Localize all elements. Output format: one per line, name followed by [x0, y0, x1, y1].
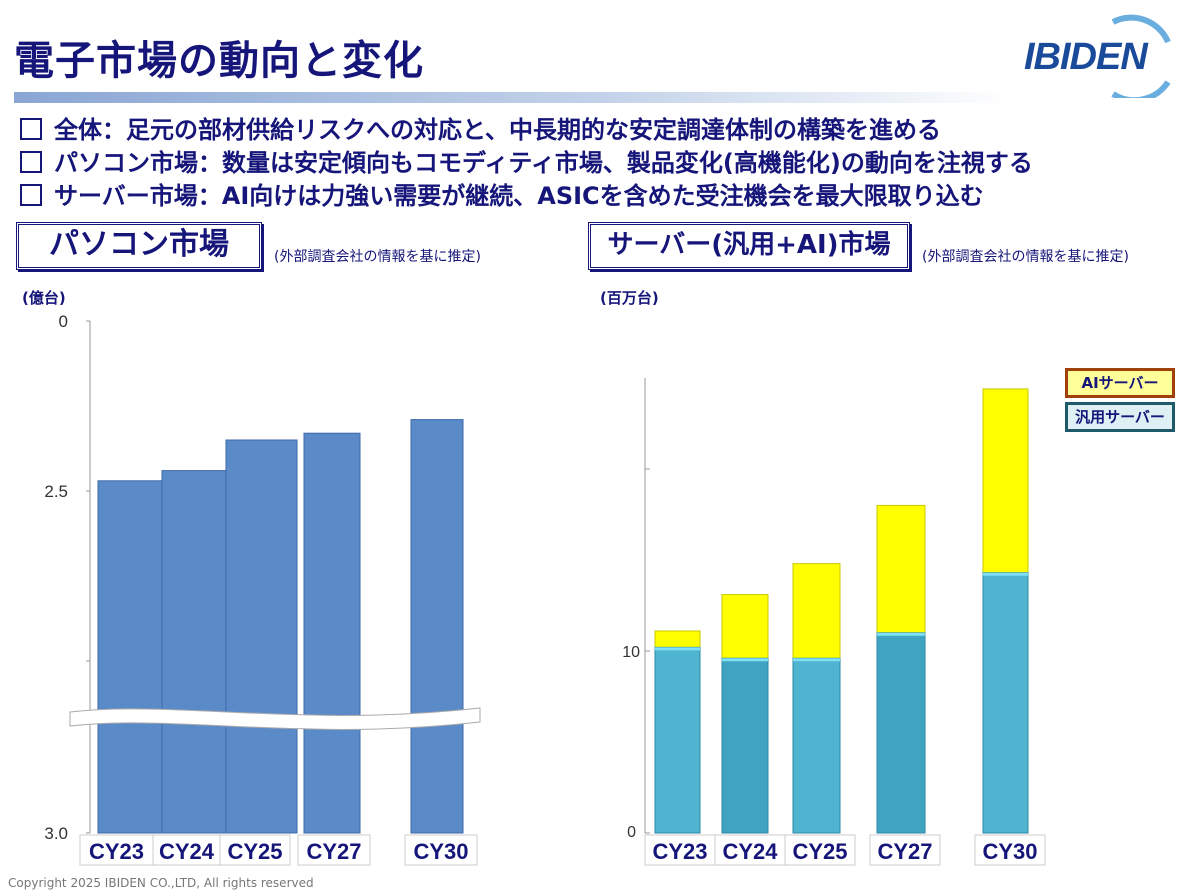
- x-label-box: [644, 834, 716, 866]
- x-label-box: [297, 834, 371, 866]
- x-label-box: [974, 834, 1046, 866]
- bullet-server: サーバー市場：AI向けは力強い需要が継続、ASICを含めた受注機会を最大限取り込…: [20, 176, 984, 211]
- x-label-box: [869, 834, 941, 866]
- y-tick-label: 3.0: [44, 824, 68, 843]
- ai-bar-CY24: [721, 594, 769, 659]
- pc-unit-label: (億台): [22, 289, 66, 307]
- x-tick-label: CY23: [652, 839, 707, 864]
- x-label-box: [79, 834, 154, 866]
- server-unit-label: (百万台): [600, 289, 659, 307]
- x-tick-label: CY25: [227, 839, 282, 864]
- bar-CY24: [161, 470, 233, 834]
- generic-bar-CY30: [982, 572, 1029, 834]
- bullet-overall: 全体：足元の部材供給リスクへの対応と、中長期的な安定調達体制の構築を進める: [20, 110, 941, 145]
- ai-bar-CY25: [792, 563, 841, 659]
- x-tick-label: CY30: [982, 839, 1037, 864]
- copyright: Copyright 2025 IBIDEN CO.,LTD, All right…: [8, 876, 314, 890]
- bar-CY27: [303, 432, 361, 834]
- x-tick-label: CY25: [792, 839, 847, 864]
- x-tick-label: CY24: [722, 839, 778, 864]
- server-section-title: サーバー(汎用+AI)市場: [588, 222, 910, 270]
- generic-bar-CY27: [876, 632, 926, 834]
- checkbox-icon: [20, 118, 42, 140]
- generic-bar-CY25: [792, 657, 841, 834]
- bullet-pc: パソコン市場：数量は安定傾向もコモディティ市場、製品変化(高機能化)の動向を注視…: [20, 143, 1033, 178]
- pc-section-title: パソコン市場: [16, 222, 262, 270]
- x-label-box: [152, 834, 221, 866]
- bar-highlight: [722, 658, 768, 662]
- bar-highlight: [877, 632, 925, 636]
- y-tick-label: 10: [622, 644, 640, 661]
- bar-highlight: [655, 647, 700, 651]
- x-tick-label: CY24: [159, 839, 215, 864]
- x-label-box: [784, 834, 856, 866]
- ai-bar-CY30: [982, 388, 1029, 574]
- legend-ai-server: AIサーバー: [1065, 368, 1175, 398]
- server-source-note: (外部調査会社の情報を基に推定): [922, 249, 1129, 265]
- x-tick-label: CY27: [877, 839, 932, 864]
- x-label-box: [404, 834, 478, 866]
- ibiden-logo: IBIDEN: [1018, 12, 1188, 98]
- legend-generic-server: 汎用サーバー: [1065, 402, 1175, 432]
- generic-bar-CY23: [654, 646, 701, 834]
- x-label-box: [219, 834, 291, 866]
- x-label-box: [714, 834, 786, 866]
- y-tick-label: 0: [59, 312, 68, 331]
- x-tick-label: CY30: [413, 839, 468, 864]
- bar-CY23: [97, 480, 168, 834]
- ai-bar-CY27: [876, 504, 926, 634]
- bar-highlight: [793, 658, 840, 662]
- checkbox-icon: [20, 184, 42, 206]
- y-tick-label: 2.5: [44, 482, 68, 501]
- x-tick-label: CY23: [89, 839, 144, 864]
- bar-highlight: [983, 572, 1028, 576]
- bar-CY30: [410, 419, 464, 834]
- title-rule: [14, 92, 1014, 103]
- page-title: 電子市場の動向と変化: [14, 38, 424, 84]
- pc-source-note: (外部調査会社の情報を基に推定): [274, 249, 481, 265]
- axis-break-mark: [69, 707, 481, 730]
- generic-bar-CY24: [721, 657, 769, 834]
- checkbox-icon: [20, 151, 42, 173]
- ai-bar-CY23: [654, 630, 701, 648]
- y-tick-label: 0: [627, 824, 636, 841]
- x-tick-label: CY27: [306, 839, 361, 864]
- bar-CY25: [225, 439, 298, 834]
- logo-text: IBIDEN: [1024, 36, 1148, 78]
